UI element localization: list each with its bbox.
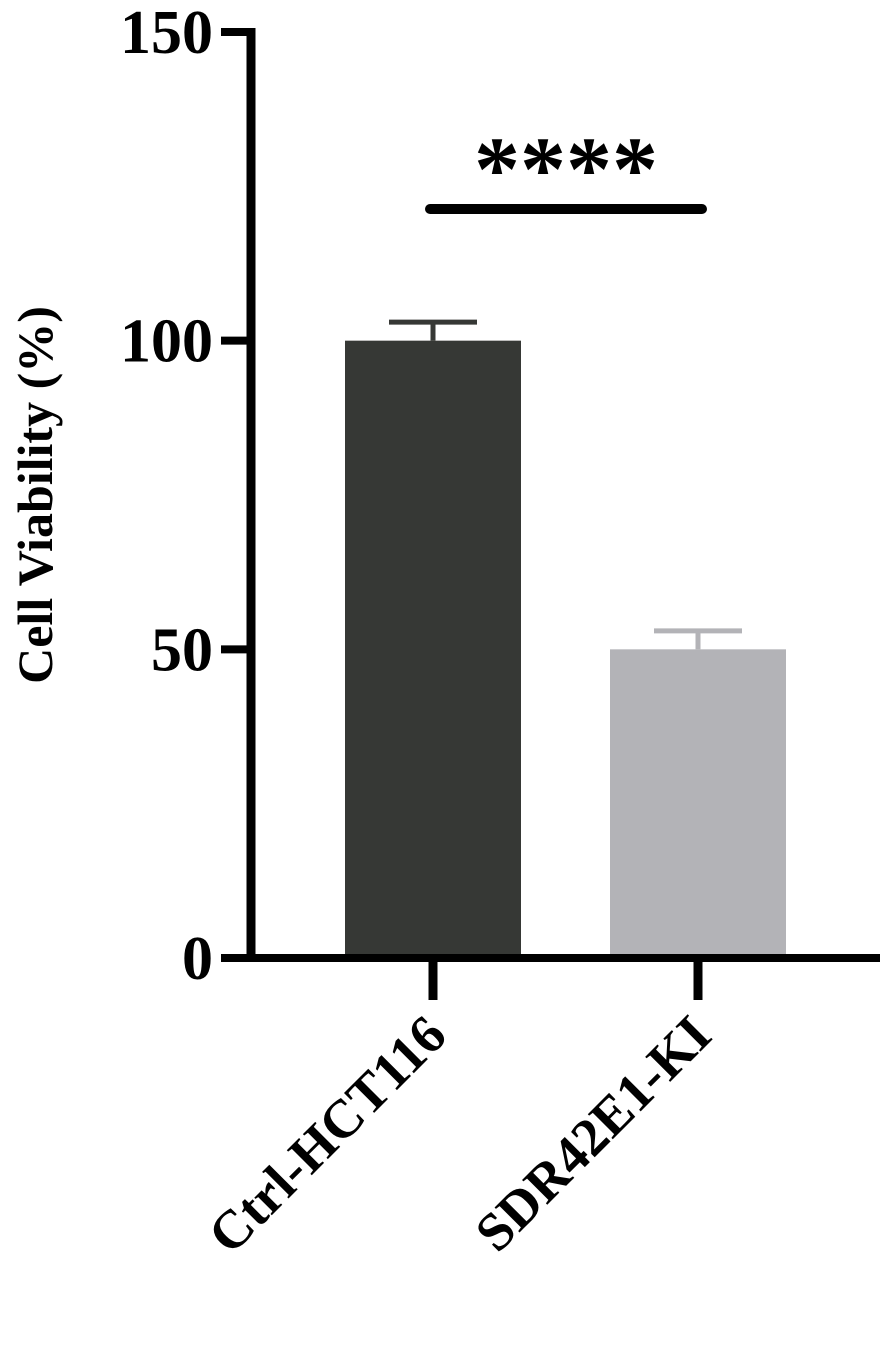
y-axis-label: Cell Viability (%) xyxy=(7,306,63,684)
significance-label: **** xyxy=(474,118,658,220)
axes xyxy=(246,28,880,962)
y-axis-ticks: 0 50 100 150 xyxy=(120,0,251,993)
y-tick-label: 50 xyxy=(151,616,213,684)
y-tick-label: 100 xyxy=(120,308,213,376)
x-axis-labels: Ctrl-HCT116 SDR42E1-KI xyxy=(197,958,723,1265)
error-bars xyxy=(389,319,742,650)
x-category-label: SDR42E1-KI xyxy=(464,1004,723,1263)
bar xyxy=(345,340,521,959)
significance-annotation: **** xyxy=(425,118,707,220)
y-tick-label: 0 xyxy=(182,925,213,993)
x-category-label: Ctrl-HCT116 xyxy=(197,1004,458,1265)
y-tick-label: 150 xyxy=(120,0,213,67)
bars xyxy=(345,340,786,959)
bar xyxy=(610,649,786,958)
